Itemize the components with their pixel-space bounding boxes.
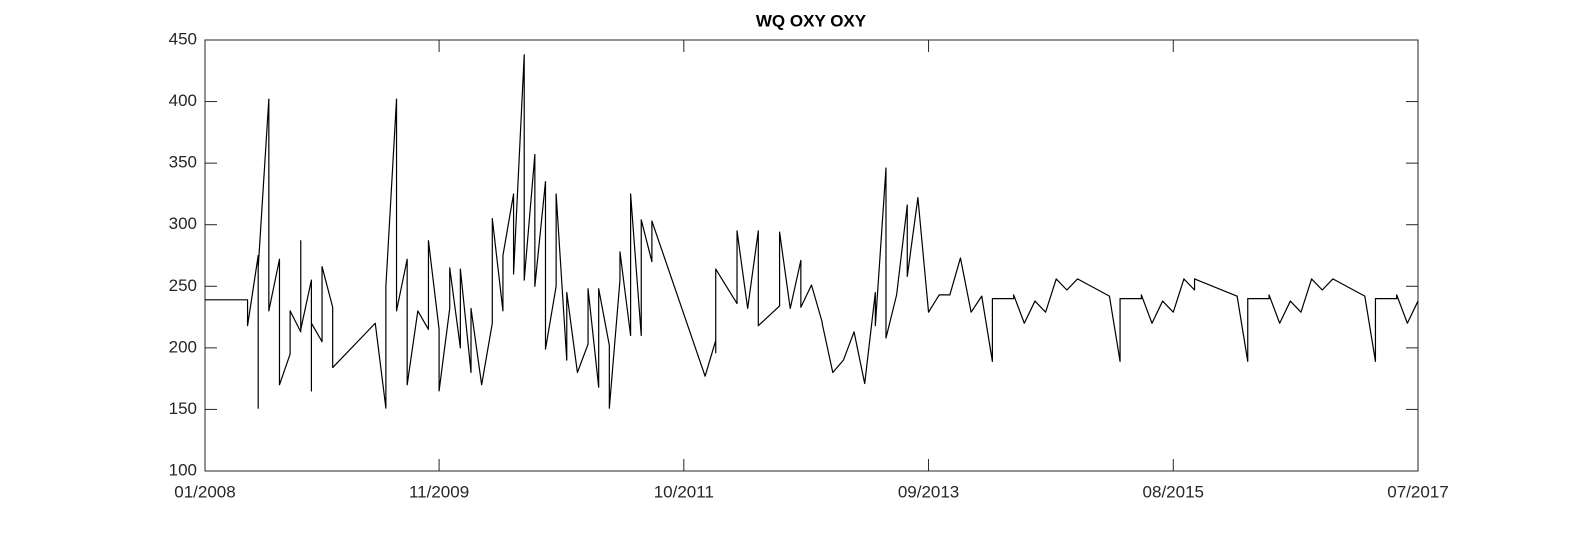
x-tick-label: 09/2013 — [898, 482, 959, 501]
y-tick-label: 250 — [169, 276, 197, 295]
y-tick-label: 200 — [169, 337, 197, 356]
y-tick-label: 450 — [169, 29, 197, 48]
x-tick-label: 07/2017 — [1387, 482, 1448, 501]
y-tick-label: 150 — [169, 399, 197, 418]
data-line — [205, 54, 1419, 409]
y-tick-label: 400 — [169, 91, 197, 110]
x-tick-label: 10/2011 — [654, 482, 714, 501]
x-tick-label: 01/2008 — [174, 482, 235, 501]
y-tick-label: 350 — [169, 153, 197, 172]
plot-frame — [204, 39, 1419, 472]
x-tick-label: 11/2009 — [409, 482, 469, 501]
chart-title: WQ OXY OXY — [756, 11, 867, 30]
y-tick-label: 300 — [169, 214, 197, 233]
x-tick-label: 08/2015 — [1143, 482, 1204, 501]
y-tick-label: 100 — [169, 460, 197, 479]
